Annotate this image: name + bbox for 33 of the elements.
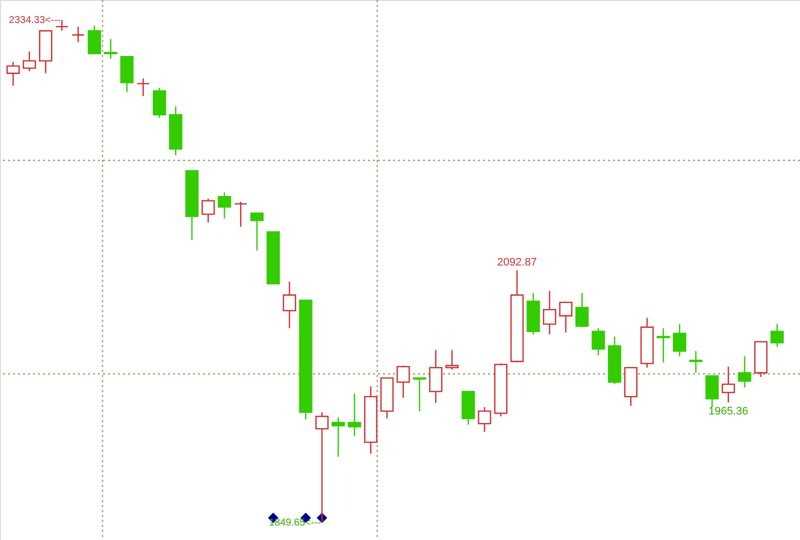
annotation: 1849.65<---	[268, 517, 321, 528]
candlestick	[559, 302, 572, 334]
candlestick	[575, 292, 589, 328]
candlestick	[152, 87, 166, 119]
candlestick	[234, 201, 248, 228]
candlestick	[250, 212, 264, 252]
candlestick	[218, 192, 232, 220]
annotation: 2092.87	[497, 256, 537, 268]
candlestick	[72, 26, 85, 43]
candlestick	[738, 356, 752, 388]
candlestick	[6, 61, 20, 86]
candlestick	[396, 364, 410, 398]
candlestick	[722, 366, 736, 404]
annotation: 2334.33<---	[8, 15, 61, 26]
candlestick	[656, 328, 670, 364]
candlestick	[136, 78, 150, 97]
candlestick	[282, 280, 296, 329]
candlestick	[770, 323, 784, 348]
candlestick	[542, 290, 556, 336]
candlestick	[88, 24, 102, 54]
candlestick	[104, 38, 118, 60]
candlestick	[429, 349, 442, 404]
candlestick	[445, 349, 459, 370]
candlestick	[22, 50, 36, 72]
candlestick	[705, 375, 719, 408]
candlestick	[672, 323, 686, 357]
candlestick	[478, 406, 492, 433]
candlestick	[689, 350, 702, 374]
annotation: 1965.36	[708, 405, 748, 418]
candlestick	[592, 328, 605, 356]
candlestick	[332, 416, 345, 458]
candlestick	[202, 198, 215, 224]
candlestick	[348, 392, 362, 437]
